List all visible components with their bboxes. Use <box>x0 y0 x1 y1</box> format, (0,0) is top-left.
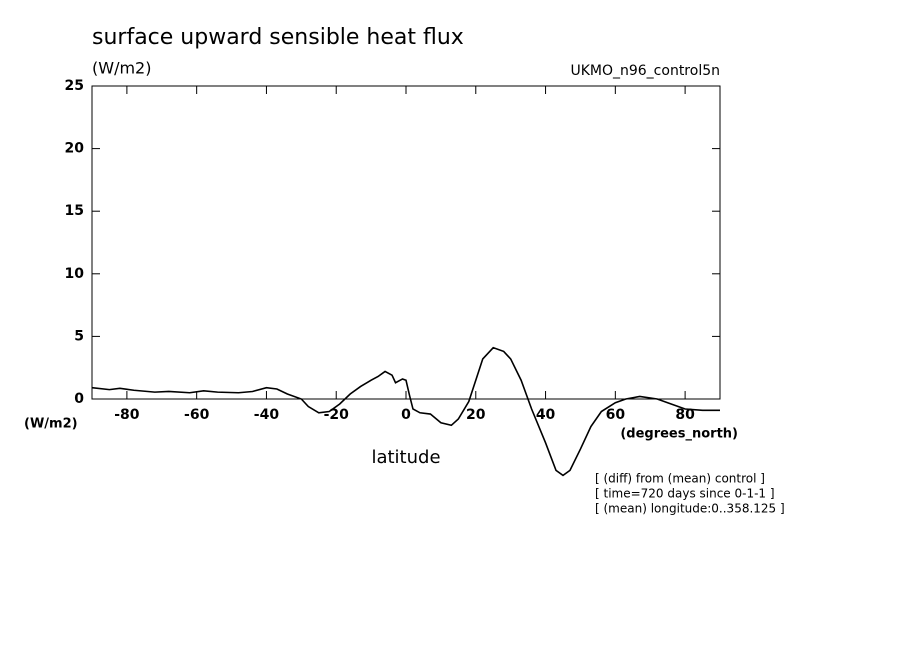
x-tick-label: 80 <box>675 407 695 423</box>
x-tick-label: 40 <box>536 407 556 423</box>
y-tick-label: 20 <box>65 141 85 157</box>
note: [ (diff) from (mean) control ] <box>595 472 765 486</box>
x-tick-label: -40 <box>254 407 280 423</box>
y-tick-label: 5 <box>74 328 84 344</box>
plot-frame <box>91 85 721 400</box>
x-axis-units: (degrees_north) <box>620 427 738 442</box>
x-tick-label: -60 <box>184 407 210 423</box>
x-tick-label: -20 <box>324 407 350 423</box>
x-tick-label: 60 <box>606 407 626 423</box>
x-axis-label: latitude <box>371 447 440 468</box>
y-tick-label: 10 <box>65 266 85 282</box>
y-tick-label: 15 <box>65 203 84 219</box>
x-tick-label: 20 <box>466 407 486 423</box>
y-axis-label: (W/m2) <box>24 417 78 432</box>
y-tick-label: 25 <box>65 78 84 94</box>
note: [ (mean) longitude:0..358.125 ] <box>595 502 785 516</box>
chart-title: surface upward sensible heat flux <box>92 25 464 50</box>
units: (W/m2) <box>92 59 151 78</box>
x-tick-label: -80 <box>114 407 140 423</box>
note: [ time=720 days since 0-1-1 ] <box>595 487 775 501</box>
y-tick-label: 0 <box>74 391 84 407</box>
data-line <box>91 346 720 477</box>
dataset: UKMO_n96_control5n <box>570 63 720 79</box>
x-tick-label: 0 <box>401 407 411 423</box>
